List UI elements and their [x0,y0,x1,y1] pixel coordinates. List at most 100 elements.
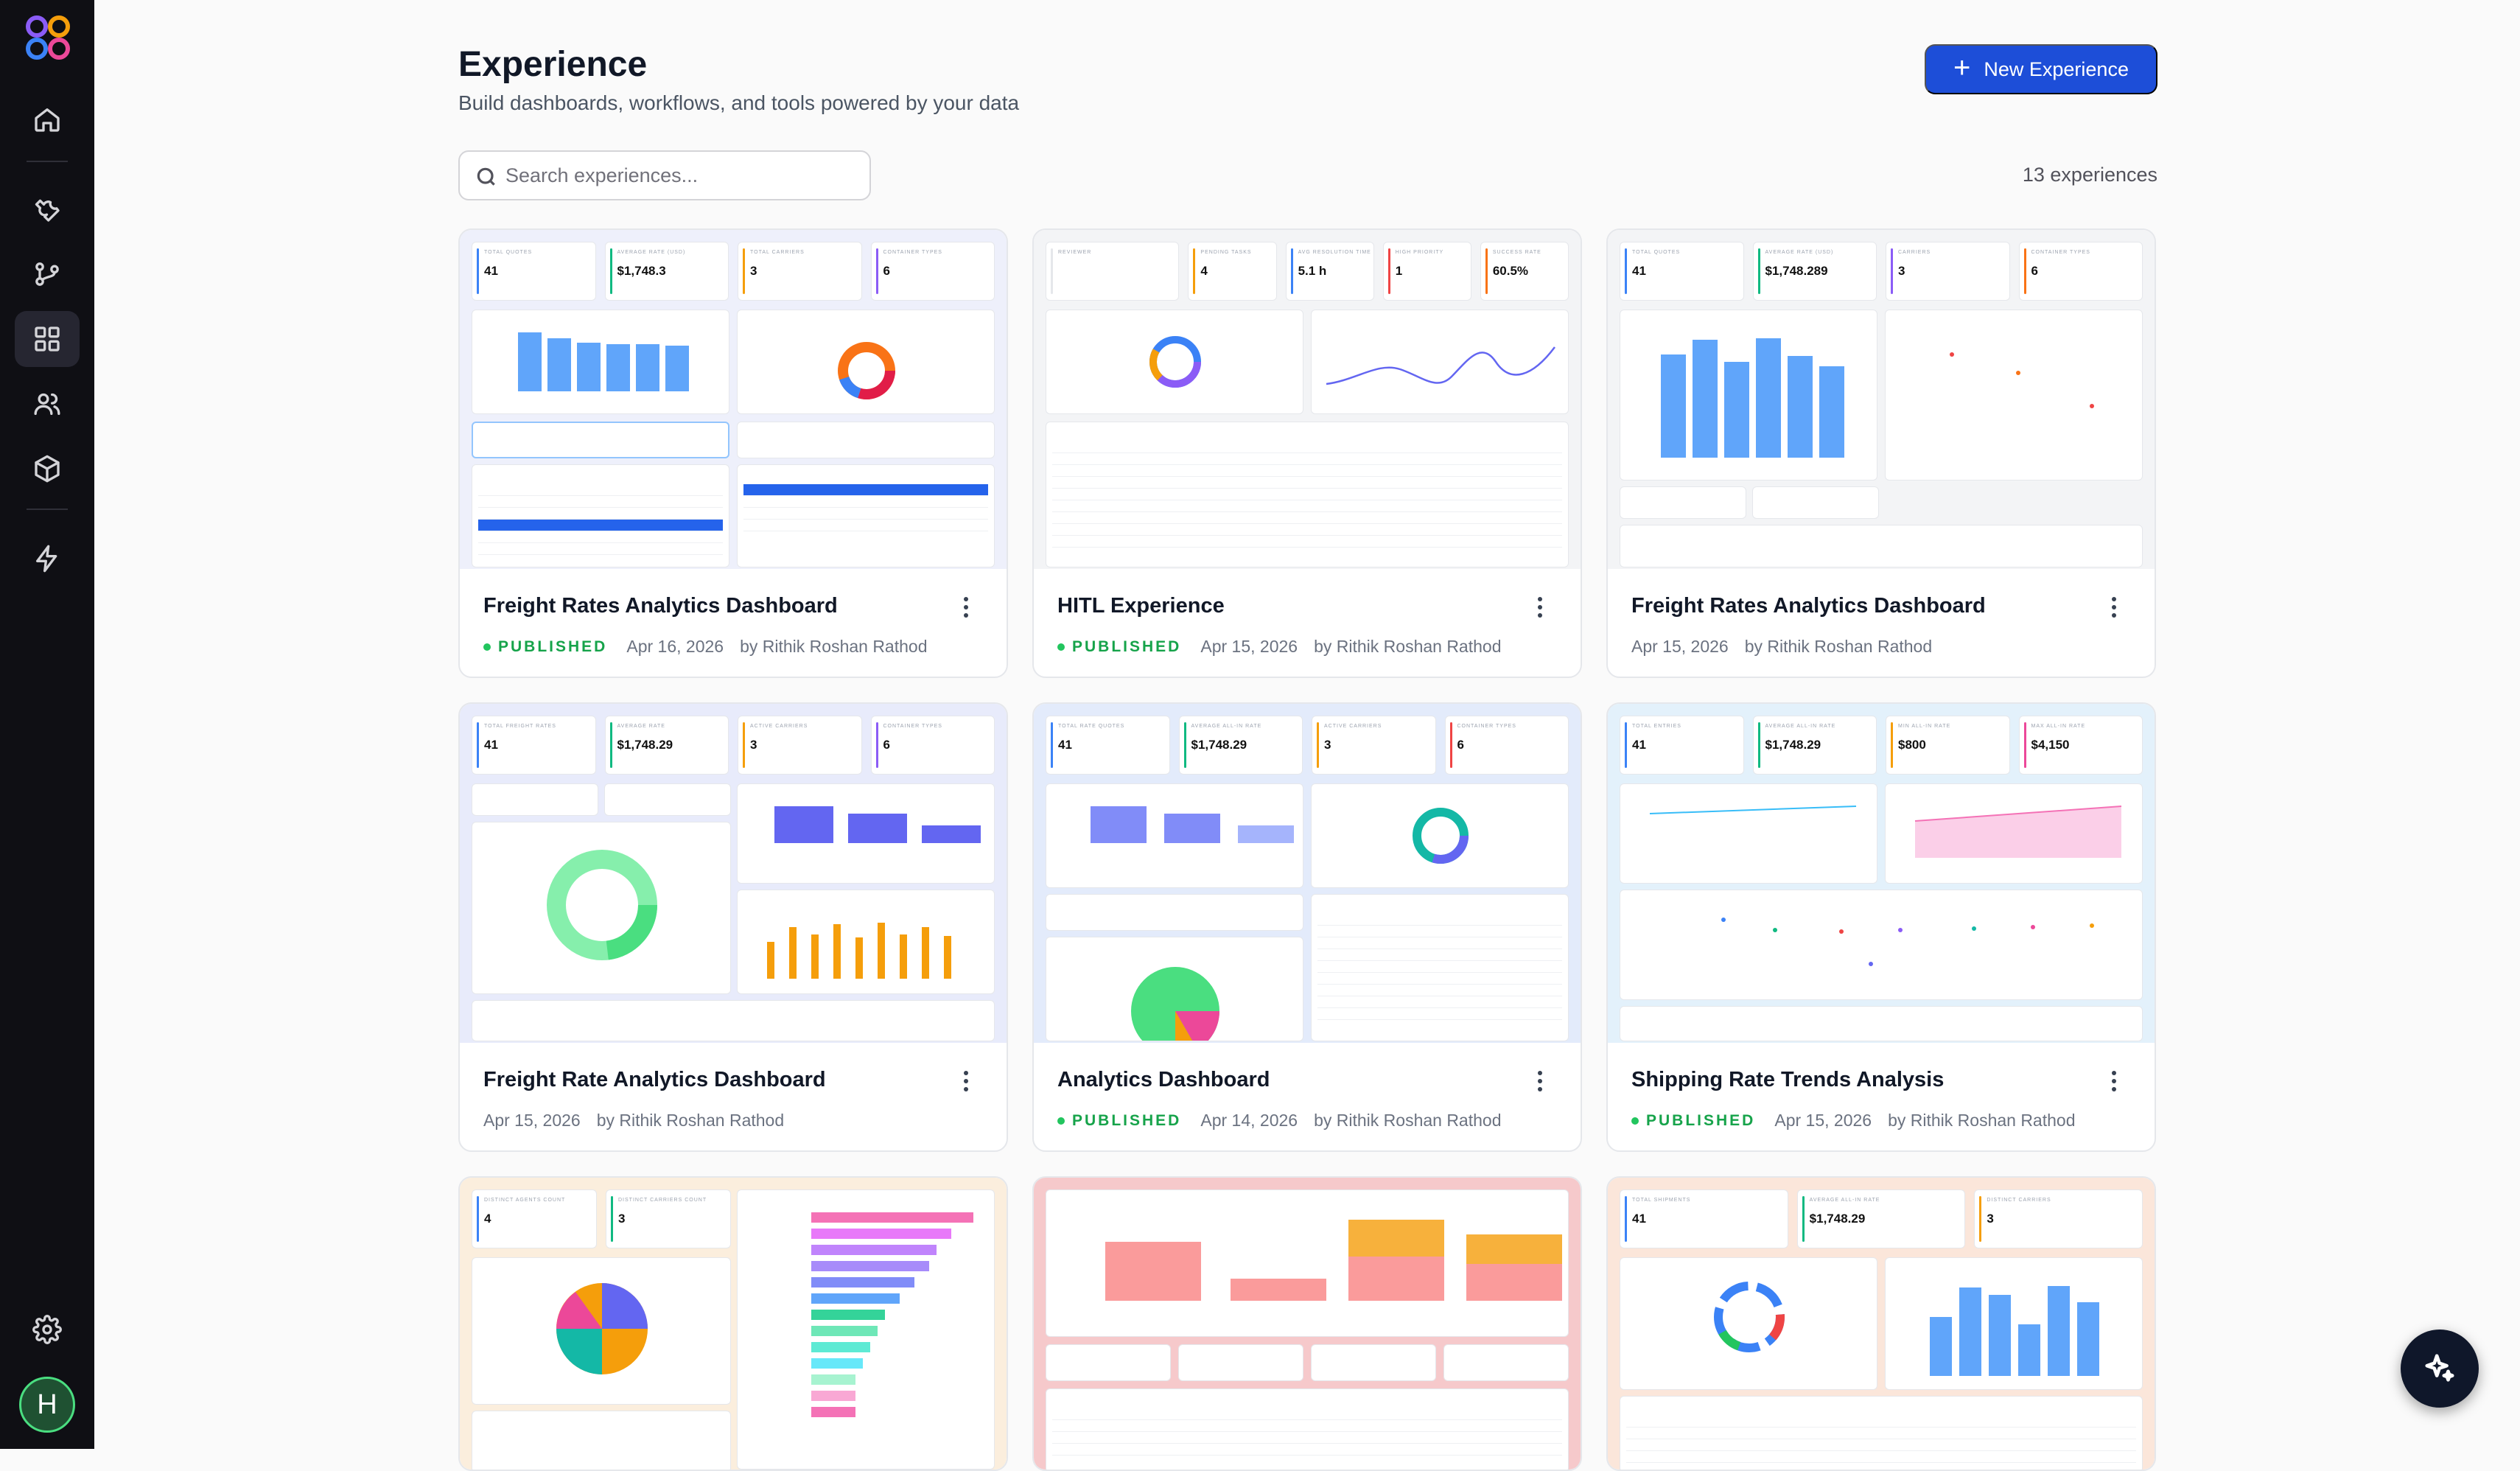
status-badge: PUBLISHED [483,638,607,656]
search-icon [477,167,495,186]
thumb-scatter-chart [1950,352,2094,408]
nav-workflows[interactable] [15,246,80,302]
search-box [458,150,871,200]
card-meta: PUBLISHED Apr 15, 2026 by Rithik Roshan … [1631,1111,2076,1131]
experience-card[interactable]: TOTAL QUOTES 41 AVERAGE RATE (USD) $1,748.… [458,228,1008,678]
thumb-bar-chart [1930,1286,2099,1376]
card-title[interactable]: Shipping Rate Trends Analysis [1631,1068,1945,1091]
card-title[interactable]: Freight Rates Analytics Dashboard [483,594,838,618]
thumb-funnel-chart [811,1212,973,1417]
card-thumbnail[interactable]: DISTINCT AGENTS COUNT 4 DISTINCT CARRIERS… [460,1178,1007,1470]
thumb-bar-chart [774,806,981,843]
home-icon [35,108,60,132]
experience-card[interactable]: TOTAL FREIGHT RATES 41 AVERAGE RATE $1,748… [458,702,1008,1152]
card-title[interactable]: Analytics Dashboard [1057,1068,1270,1091]
card-author: by Rithik Roshan Rathod [596,1111,785,1130]
thumb-donut-chart [1149,336,1201,388]
nav-experience[interactable] [15,311,80,367]
nav-settings[interactable] [15,1301,80,1358]
wrench-icon [35,199,60,222]
app-logo[interactable] [22,12,74,63]
thumb-donut-chart [547,850,657,960]
card-meta: PUBLISHED Apr 15, 2026 by Rithik Roshan … [1057,637,1502,657]
thumb-area-chart [1914,806,2122,858]
nav-home[interactable] [15,91,80,147]
status-badge: PUBLISHED [1631,1112,1755,1130]
card-title[interactable]: Freight Rates Analytics Dashboard [1631,594,1986,618]
status-badge: PUBLISHED [1057,638,1181,656]
thumb-stacked-bar-chart [1105,1220,1562,1301]
thumb-bar-chart [1091,806,1294,843]
card-date: Apr 15, 2026 [1631,637,1729,656]
card-thumbnail[interactable]: REVIEWER PENDING TASKS 4 AVG RESOLUTION T… [1034,230,1581,569]
thumb-bar-chart [518,332,689,391]
experience-card[interactable]: DISTINCT AGENTS COUNT 4 DISTINCT CARRIERS… [458,1176,1008,1471]
nav-tools[interactable] [15,181,80,237]
ai-assistant-button[interactable] [2401,1330,2479,1408]
card-meta: Apr 15, 2026 by Rithik Roshan Rathod [483,1111,784,1131]
user-avatar[interactable]: H [19,1377,75,1433]
thumb-pie-chart [556,1283,648,1374]
card-author: by Rithik Roshan Rathod [1314,1111,1502,1130]
bolt-icon [36,545,57,573]
experience-card[interactable]: TOTAL QUOTES 41 AVERAGE RATE (USD) $1,748.… [1606,228,2156,678]
card-meta: PUBLISHED Apr 16, 2026 by Rithik Roshan … [483,637,928,657]
workflow-icon [35,262,59,286]
more-options-icon[interactable] [1529,594,1551,621]
card-author: by Rithik Roshan Rathod [1314,637,1502,656]
thumb-bar-chart [767,923,951,979]
sparkle-icon [2425,1354,2454,1382]
nav-automations[interactable] [15,531,80,587]
card-meta: PUBLISHED Apr 14, 2026 by Rithik Roshan … [1057,1111,1502,1131]
experience-count: 13 experiences [2022,164,2157,186]
users-icon [34,393,60,415]
thumb-scatter-chart [1721,918,2094,966]
search-input[interactable] [505,164,852,187]
thumb-donut-chart [1413,808,1469,864]
thumb-line-chart [1649,806,1857,814]
card-date: Apr 15, 2026 [1774,1111,1872,1130]
card-thumbnail[interactable]: TOTAL ENTRIES 41 AVERAGE ALL-IN RATE $1,74… [1608,704,2155,1043]
experience-card[interactable]: TOTAL SHIPMENTS 41 AVERAGE ALL-IN RATE $1,… [1606,1176,2156,1471]
card-date: Apr 16, 2026 [626,637,724,656]
sidebar: H [0,0,94,1449]
card-thumbnail[interactable]: TOTAL RATE QUOTES 41 AVERAGE ALL-IN RATE $… [1034,704,1581,1043]
nav-packages[interactable] [15,441,80,497]
page-subtitle: Build dashboards, workflows, and tools p… [458,91,1020,114]
experience-card[interactable]: TOTAL ENTRIES 41 AVERAGE ALL-IN RATE $1,74… [1606,702,2156,1152]
plus-icon: + [1953,52,1971,84]
card-thumbnail[interactable]: TOTAL SHIPMENTS 41 AVERAGE ALL-IN RATE $1,… [1608,1178,2155,1470]
card-thumbnail[interactable] [1034,1178,1581,1470]
more-options-icon[interactable] [2103,1068,2125,1094]
experience-card[interactable]: REVIEWER PENDING TASKS 4 AVG RESOLUTION T… [1032,228,1582,678]
dashboard-icon [35,326,60,352]
experience-card[interactable] [1032,1176,1582,1471]
thumb-donut-chart [838,342,895,399]
card-title[interactable]: Freight Rate Analytics Dashboard [483,1068,826,1091]
more-options-icon[interactable] [955,1068,977,1094]
more-options-icon[interactable] [1529,1068,1551,1094]
more-options-icon[interactable] [955,594,977,621]
card-date: Apr 15, 2026 [1200,637,1298,656]
card-thumbnail[interactable]: TOTAL QUOTES 41 AVERAGE RATE (USD) $1,748.… [1608,230,2155,569]
new-experience-label: New Experience [1984,57,2129,80]
thumb-line-chart [1326,346,1555,385]
thumb-bar-chart [1661,338,1844,458]
nav-users[interactable] [15,376,80,432]
card-author: by Rithik Roshan Rathod [1744,637,1933,656]
more-options-icon[interactable] [2103,594,2125,621]
card-meta: Apr 15, 2026 by Rithik Roshan Rathod [1631,637,1932,657]
card-thumbnail[interactable]: TOTAL QUOTES 41 AVERAGE RATE (USD) $1,748.… [460,230,1007,569]
page-title: Experience [458,45,648,84]
experience-card[interactable]: TOTAL RATE QUOTES 41 AVERAGE ALL-IN RATE $… [1032,702,1582,1152]
new-experience-button[interactable]: + New Experience [1925,44,2157,94]
card-author: by Rithik Roshan Rathod [1888,1111,2076,1130]
card-title[interactable]: HITL Experience [1057,594,1225,618]
thumb-pie-chart [1131,967,1220,1041]
card-date: Apr 14, 2026 [1200,1111,1298,1130]
box-icon [35,455,60,483]
card-thumbnail[interactable]: TOTAL FREIGHT RATES 41 AVERAGE RATE $1,748… [460,704,1007,1043]
thumb-donut-chart [1714,1282,1785,1352]
status-badge: PUBLISHED [1057,1112,1181,1130]
gear-icon [32,1315,62,1344]
